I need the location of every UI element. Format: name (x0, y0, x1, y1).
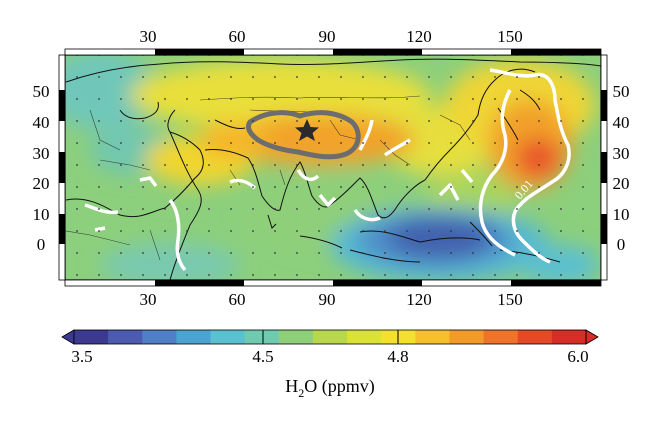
lat-label-left: 30 (33, 144, 50, 163)
colorbar-segment (244, 330, 280, 344)
lat-label-left: 0 (37, 235, 46, 254)
lon-label-top: 90 (319, 27, 336, 46)
colorbar-segment (176, 330, 212, 344)
lon-label-bottom: 150 (497, 290, 523, 309)
lat-label-right: 40 (613, 113, 630, 132)
lon-label-bottom: 90 (319, 290, 336, 309)
map-frame-bars (58, 48, 608, 287)
colorbar-segment (381, 330, 416, 344)
colorbar: 3.5 4.5 4.8 6.0 H2O (ppmv) (61, 329, 599, 400)
lon-labels-top: 30 60 90 120 150 (140, 27, 523, 46)
lat-label-left: 40 (33, 113, 50, 132)
colorbar-segment (517, 330, 553, 344)
colorbar-title-h: H (285, 376, 298, 396)
colorbar-title-rest: O (ppmv) (304, 376, 375, 397)
lon-label-bottom: 30 (140, 290, 157, 309)
colorbar-tick-labels: 3.5 4.5 4.8 6.0 (71, 347, 588, 366)
lat-label-right: 50 (613, 82, 630, 101)
colorbar-tick-label: 6.0 (567, 347, 588, 366)
colorbar-title: H2O (ppmv) (285, 376, 375, 400)
colorbar-segment (108, 330, 143, 344)
h2o-field: 0.01 (65, 55, 601, 280)
lat-label-right: 0 (617, 235, 626, 254)
colorbar-tick-label: 3.5 (71, 347, 92, 366)
lat-labels-right: 50 40 30 20 10 0 (613, 82, 630, 254)
lat-label-right: 10 (613, 205, 630, 224)
star-marker (295, 119, 319, 141)
colorbar-segment (551, 330, 587, 344)
lon-label-bottom: 60 (229, 290, 246, 309)
lon-label-top: 150 (497, 27, 523, 46)
dot-grid (65, 55, 601, 280)
colorbar-max-arrow (585, 329, 599, 345)
colorbar-segment (278, 330, 314, 344)
lat-label-left: 10 (33, 205, 50, 224)
colorbar-segments (74, 330, 587, 344)
colorbar-tick-label: 4.8 (387, 347, 408, 366)
lon-label-bottom: 120 (406, 290, 432, 309)
colorbar-segment (210, 330, 246, 344)
colorbar-segment (483, 330, 519, 344)
lat-label-left: 20 (33, 174, 50, 193)
colorbar-segment (347, 330, 382, 344)
colorbar-segment (449, 330, 485, 344)
colorbar-tick-label: 4.5 (252, 347, 273, 366)
colorbar-segment (74, 330, 109, 344)
lat-label-right: 20 (613, 174, 630, 193)
lat-label-right: 30 (613, 144, 630, 163)
colorbar-segment (312, 330, 348, 344)
colorbar-title-sub: 2 (298, 386, 304, 400)
lon-labels-bottom: 30 60 90 120 150 (140, 290, 523, 309)
lat-labels-left: 50 40 30 20 10 0 (33, 82, 50, 254)
colorbar-min-arrow (61, 329, 75, 345)
lon-label-top: 120 (406, 27, 432, 46)
lon-label-top: 60 (229, 27, 246, 46)
colorbar-frame (73, 329, 587, 345)
colorbar-segment (142, 330, 177, 344)
map-panel: 0.01 30 60 (33, 27, 630, 309)
lat-label-left: 50 (33, 82, 50, 101)
lon-label-top: 30 (140, 27, 157, 46)
colorbar-segment (415, 330, 450, 344)
